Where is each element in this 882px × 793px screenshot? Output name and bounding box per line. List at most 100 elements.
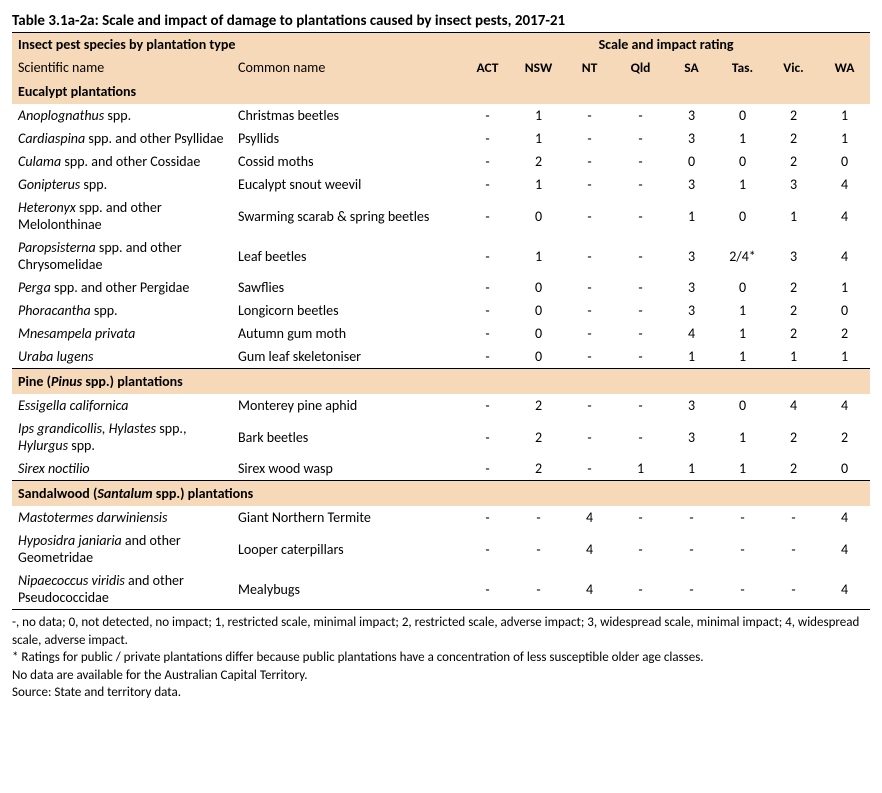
rating-cell: - xyxy=(768,506,819,529)
rating-cell: - xyxy=(615,345,666,369)
pest-table: Insect pest species by plantation type S… xyxy=(12,33,870,610)
common-name: Eucalypt snout weevil xyxy=(232,173,462,196)
rating-cell: 2/4* xyxy=(717,236,768,276)
rating-cell: 3 xyxy=(666,236,717,276)
rating-cell: 1 xyxy=(717,322,768,345)
rating-cell: - xyxy=(564,417,615,457)
footnotes: -, no data; 0, not detected, no impact; … xyxy=(12,614,870,702)
rating-cell: - xyxy=(462,345,513,369)
rating-cell: - xyxy=(564,345,615,369)
rating-cell: 2 xyxy=(768,127,819,150)
common-name: Leaf beetles xyxy=(232,236,462,276)
rating-cell: 1 xyxy=(666,457,717,481)
table-row: Cardiaspina spp. and other PsyllidaePsyl… xyxy=(12,127,870,150)
rating-cell: 4 xyxy=(564,506,615,529)
rating-cell: - xyxy=(615,150,666,173)
header-row-1: Insect pest species by plantation type S… xyxy=(12,33,870,56)
rating-cell: 1 xyxy=(717,457,768,481)
common-name: Longicorn beetles xyxy=(232,299,462,322)
rating-cell: 4 xyxy=(819,196,870,236)
table-title: Table 3.1a-2a: Scale and impact of damag… xyxy=(12,12,870,33)
rating-cell: 1 xyxy=(717,345,768,369)
rating-cell: - xyxy=(768,529,819,569)
rating-cell: 1 xyxy=(717,299,768,322)
rating-cell: - xyxy=(462,150,513,173)
scientific-name: Sirex noctilio xyxy=(12,457,232,481)
rating-cell: - xyxy=(513,569,564,609)
header-row-2: Scientific name Common name ACT NSW NT Q… xyxy=(12,56,870,79)
rating-cell: 0 xyxy=(717,104,768,127)
section-label: Sandalwood (Santalum spp.) plantations xyxy=(12,481,870,507)
species-group-header: Insect pest species by plantation type xyxy=(12,33,462,56)
table-row: Phoracantha spp.Longicorn beetles-0--312… xyxy=(12,299,870,322)
rating-cell: - xyxy=(513,529,564,569)
rating-cell: - xyxy=(615,196,666,236)
footnote-line: * Ratings for public / private plantatio… xyxy=(12,649,870,667)
rating-cell: 4 xyxy=(819,173,870,196)
rating-cell: - xyxy=(615,506,666,529)
rating-cell: 0 xyxy=(513,196,564,236)
scientific-name: Paropsisterna spp. and other Chrysomelid… xyxy=(12,236,232,276)
rating-cell: 4 xyxy=(819,394,870,417)
state-header: NSW xyxy=(513,56,564,79)
scientific-name: Essigella californica xyxy=(12,394,232,417)
scientific-name: Anoplognathus spp. xyxy=(12,104,232,127)
table-row: Hyposidra janiaria and other Geometridae… xyxy=(12,529,870,569)
rating-cell: 0 xyxy=(513,322,564,345)
rating-cell: - xyxy=(768,569,819,609)
rating-cell: 0 xyxy=(819,299,870,322)
rating-cell: 3 xyxy=(768,236,819,276)
rating-cell: - xyxy=(564,104,615,127)
table-row: Mastotermes darwiniensisGiant Northern T… xyxy=(12,506,870,529)
rating-cell: 4 xyxy=(819,569,870,609)
rating-cell: - xyxy=(615,236,666,276)
rating-cell: 0 xyxy=(717,150,768,173)
rating-cell: - xyxy=(462,104,513,127)
rating-cell: 0 xyxy=(666,150,717,173)
rating-cell: 1 xyxy=(717,173,768,196)
state-header: NT xyxy=(564,56,615,79)
table-row: Paropsisterna spp. and other Chrysomelid… xyxy=(12,236,870,276)
rating-cell: 0 xyxy=(513,299,564,322)
rating-cell: 1 xyxy=(717,127,768,150)
rating-cell: 3 xyxy=(666,276,717,299)
section-header-row: Sandalwood (Santalum spp.) plantations xyxy=(12,481,870,507)
scientific-name: Heteronyx spp. and other Melolonthinae xyxy=(12,196,232,236)
rating-cell: 1 xyxy=(513,104,564,127)
rating-cell: 4 xyxy=(564,529,615,569)
rating-cell: - xyxy=(717,529,768,569)
rating-cell: - xyxy=(666,529,717,569)
common-name: Autumn gum moth xyxy=(232,322,462,345)
common-name: Sawflies xyxy=(232,276,462,299)
scientific-name: Culama spp. and other Cossidae xyxy=(12,150,232,173)
common-name: Monterey pine aphid xyxy=(232,394,462,417)
rating-cell: - xyxy=(615,394,666,417)
rating-cell: - xyxy=(513,506,564,529)
rating-cell: - xyxy=(615,529,666,569)
rating-cell: - xyxy=(717,506,768,529)
rating-cell: 0 xyxy=(819,457,870,481)
rating-cell: - xyxy=(462,457,513,481)
rating-cell: 2 xyxy=(768,150,819,173)
rating-cell: - xyxy=(564,276,615,299)
rating-cell: 0 xyxy=(717,394,768,417)
rating-cell: 0 xyxy=(513,345,564,369)
rating-cell: 2 xyxy=(513,417,564,457)
rating-cell: 1 xyxy=(819,276,870,299)
section-header-row: Eucalypt plantations xyxy=(12,79,870,104)
common-name: Bark beetles xyxy=(232,417,462,457)
rating-cell: - xyxy=(615,276,666,299)
footnote-line: Source: State and territory data. xyxy=(12,684,870,702)
rating-cell: - xyxy=(462,299,513,322)
rating-cell: 4 xyxy=(564,569,615,609)
table-row: Culama spp. and other CossidaeCossid mot… xyxy=(12,150,870,173)
rating-cell: - xyxy=(615,569,666,609)
rating-cell: - xyxy=(564,127,615,150)
rating-cell: - xyxy=(615,417,666,457)
rating-cell: 3 xyxy=(666,394,717,417)
table-row: Uraba lugensGum leaf skeletoniser-0--111… xyxy=(12,345,870,369)
rating-cell: - xyxy=(462,236,513,276)
rating-cell: 2 xyxy=(768,457,819,481)
rating-cell: - xyxy=(615,173,666,196)
rating-cell: 2 xyxy=(513,150,564,173)
